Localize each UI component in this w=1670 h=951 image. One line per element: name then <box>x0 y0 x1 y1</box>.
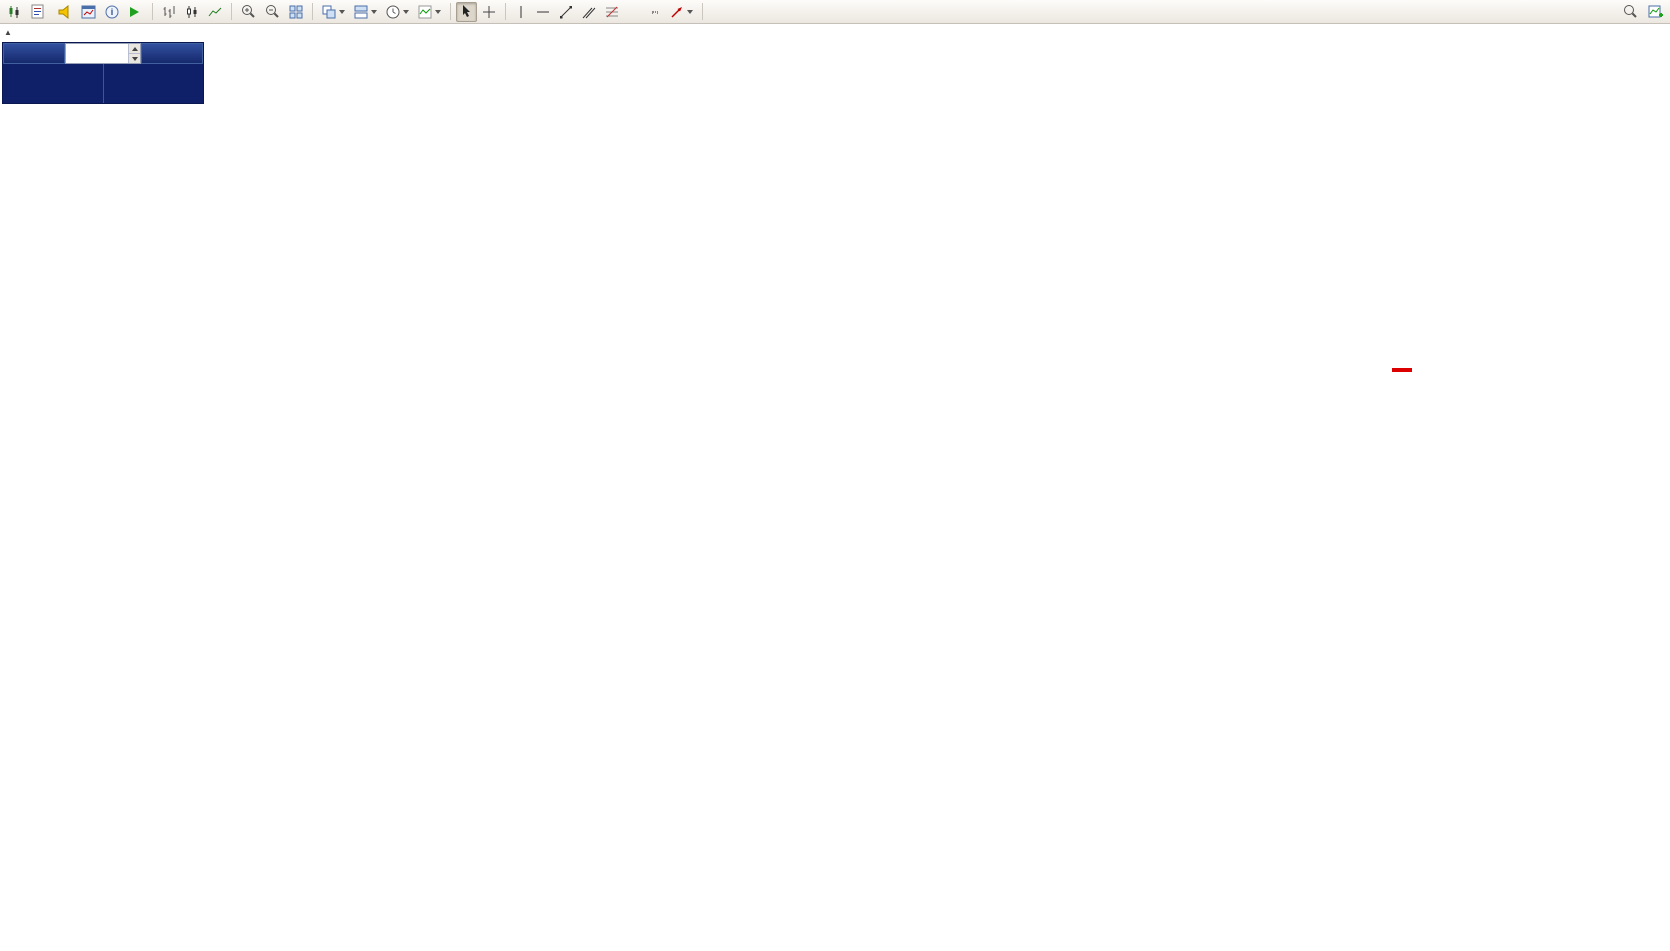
arrows-tool-button[interactable] <box>666 2 697 22</box>
horizontal-line-tool-button[interactable] <box>532 2 554 22</box>
sell-price[interactable] <box>3 64 103 103</box>
text-tool-button[interactable] <box>624 2 644 22</box>
chart-window-icon <box>81 5 96 18</box>
indicator-icon <box>418 5 432 18</box>
lot-increase-button[interactable] <box>129 44 140 54</box>
toolbar-separator <box>702 3 703 20</box>
svg-text:i: i <box>111 7 114 17</box>
dropdown-caret-icon <box>687 9 693 14</box>
dropdown-caret-icon <box>435 9 441 14</box>
fibonacci-tool-button[interactable] <box>601 2 623 22</box>
arrow-tool-icon <box>671 6 682 18</box>
bar-chart-icon <box>163 5 175 18</box>
label-tool-icon <box>652 10 658 13</box>
cascade-windows-icon <box>322 5 336 18</box>
search-icon <box>1624 5 1637 18</box>
arrange-windows-icon <box>354 5 368 18</box>
cascade-windows-button[interactable] <box>318 2 349 22</box>
new-chart-button[interactable] <box>3 2 26 22</box>
zoom-in-icon <box>242 5 255 18</box>
vertical-line-tool-button[interactable] <box>511 2 531 22</box>
data-window-button[interactable]: i <box>101 2 123 22</box>
window-plus-icon <box>1648 5 1663 18</box>
vertical-line-icon <box>520 5 522 18</box>
cursor-tool-button[interactable] <box>456 1 477 22</box>
candlestick-mode-button[interactable] <box>181 2 203 22</box>
mini-candles-icon <box>9 6 19 18</box>
dropdown-caret-icon <box>403 9 409 14</box>
toolbar-separator <box>312 3 313 20</box>
line-chart-mode-button[interactable] <box>204 2 226 22</box>
buy-button[interactable] <box>141 43 203 64</box>
one-click-trading-panel[interactable] <box>2 42 204 104</box>
main-toolbar: i <box>0 0 1670 24</box>
clock-icon <box>386 5 400 18</box>
period-menu-button[interactable] <box>382 2 413 22</box>
trendline-tool-button[interactable] <box>555 2 577 22</box>
toolbar-separator <box>231 3 232 20</box>
lot-decrease-button[interactable] <box>129 54 140 63</box>
down-arrow-icon <box>131 56 138 61</box>
trade-panel-controls <box>3 43 203 64</box>
zoom-out-icon <box>266 5 279 18</box>
one-click-collapse-icon[interactable]: ▲ <box>4 28 12 37</box>
trade-panel-prices <box>3 64 203 103</box>
zoom-out-button[interactable] <box>261 2 284 22</box>
tile-windows-icon <box>289 5 303 18</box>
zoom-in-button[interactable] <box>237 2 260 22</box>
label-tool-button[interactable] <box>645 2 665 22</box>
toolbar-separator <box>450 3 451 20</box>
order-ticket-icon <box>31 4 44 19</box>
info-icon: i <box>105 5 119 18</box>
market-watch-button[interactable] <box>77 2 100 22</box>
price-callout <box>1392 368 1412 372</box>
crosshair-tool-button[interactable] <box>478 2 500 22</box>
sell-button[interactable] <box>3 43 65 64</box>
cursor-icon <box>463 5 470 17</box>
horizontal-line-icon <box>537 11 549 12</box>
candlestick-icon <box>187 5 197 18</box>
buy-price[interactable] <box>102 64 204 103</box>
channel-icon <box>582 7 596 18</box>
fibonacci-icon <box>606 6 618 17</box>
indicators-menu-button[interactable] <box>414 2 445 22</box>
lot-size-field[interactable] <box>65 43 141 64</box>
arrange-windows-button[interactable] <box>350 2 381 22</box>
up-arrow-icon <box>131 46 138 51</box>
horn-icon <box>58 4 69 19</box>
new-window-button[interactable] <box>1644 2 1667 22</box>
channel-tool-button[interactable] <box>578 2 600 22</box>
crosshair-icon <box>483 5 495 18</box>
lot-spinner <box>128 44 140 63</box>
autotrading-button[interactable] <box>124 2 147 22</box>
search-button[interactable] <box>1619 2 1642 22</box>
trendline-icon <box>560 5 572 18</box>
toolbar-separator <box>505 3 506 20</box>
toolbar-right-group <box>1619 2 1667 22</box>
tile-windows-button[interactable] <box>285 2 307 22</box>
dropdown-caret-icon <box>339 9 345 14</box>
bar-chart-mode-button[interactable] <box>158 2 180 22</box>
play-icon <box>130 6 139 17</box>
lot-size-value[interactable] <box>66 44 128 63</box>
line-chart-icon <box>208 7 222 16</box>
dropdown-caret-icon <box>371 9 377 14</box>
new-order-button[interactable] <box>27 2 52 22</box>
toolbar-separator <box>152 3 153 20</box>
alerts-button[interactable] <box>53 2 76 22</box>
